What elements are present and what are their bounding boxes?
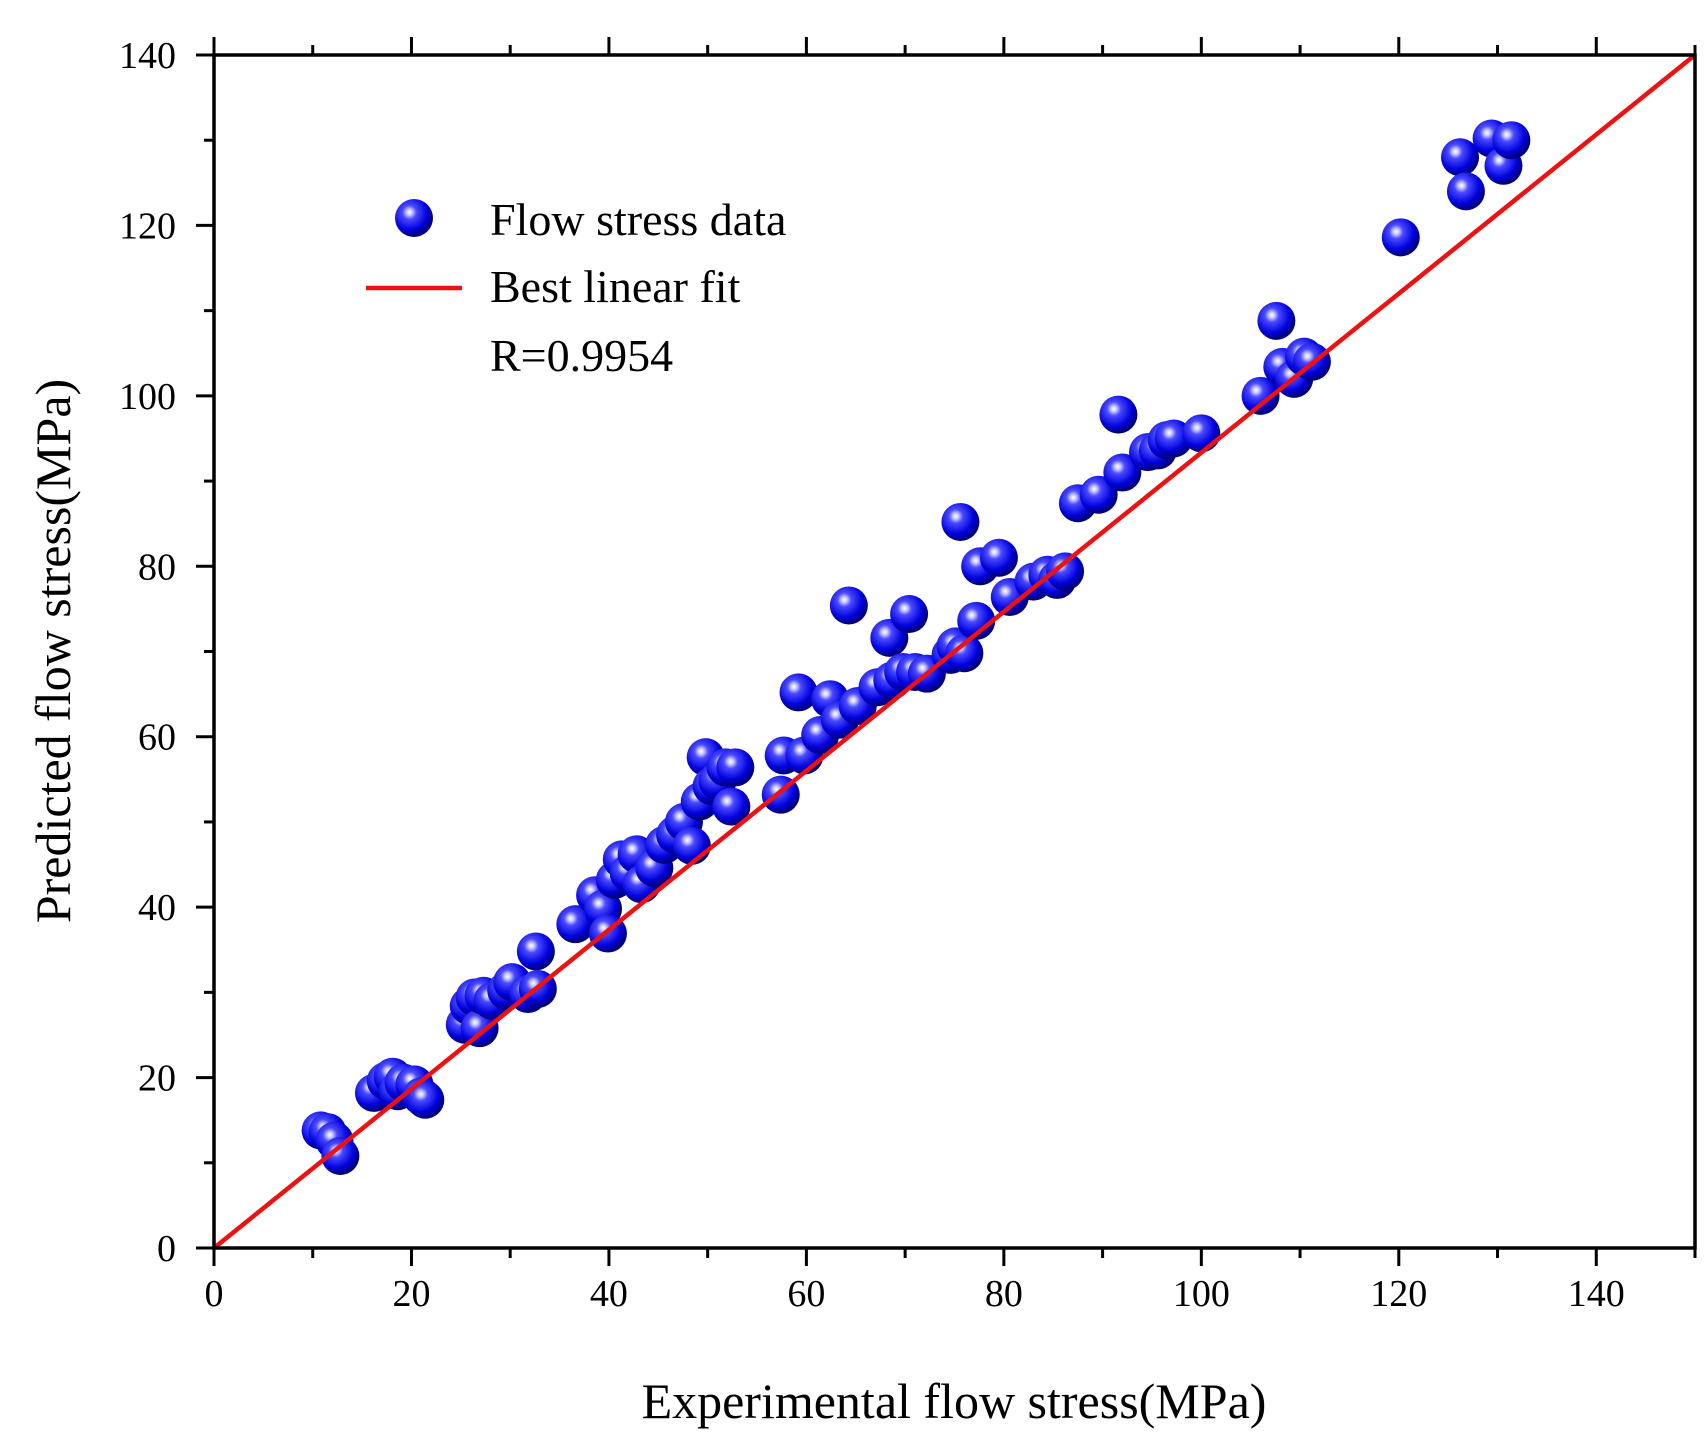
data-point <box>1099 395 1138 434</box>
legend-label-scatter: Flow stress data <box>490 194 786 245</box>
data-point <box>957 601 996 640</box>
x-tick-label: 100 <box>1173 1273 1230 1315</box>
y-tick-label: 20 <box>138 1058 176 1100</box>
data-point <box>1103 453 1142 492</box>
data-point <box>979 538 1018 577</box>
axis-ticks <box>196 37 1697 1266</box>
data-point <box>779 673 818 712</box>
y-tick-label: 100 <box>119 376 176 418</box>
y-tick-label: 120 <box>119 205 176 247</box>
data-point <box>1257 301 1296 340</box>
data-point <box>716 748 755 787</box>
data-point <box>556 905 595 944</box>
data-point <box>890 595 929 634</box>
data-point <box>406 1080 445 1119</box>
legend-label-line: Best linear fit <box>490 261 741 312</box>
legend: Flow stress data Best linear fit R=0.995… <box>366 194 786 381</box>
y-axis-title: Predicted flow stress(MPa) <box>25 379 81 923</box>
x-tick-labels: 0 20 40 60 80 100 120 140 <box>205 1273 1625 1315</box>
data-point <box>516 932 555 971</box>
x-axis-title: Experimental flow stress(MPa) <box>642 1373 1267 1429</box>
x-tick-label: 0 <box>205 1273 224 1315</box>
data-points <box>301 119 1531 1175</box>
data-point <box>941 502 980 541</box>
data-point <box>1446 172 1485 211</box>
y-tick-label: 0 <box>157 1228 176 1270</box>
x-tick-label: 40 <box>590 1273 628 1315</box>
data-point <box>1046 552 1085 591</box>
data-point <box>1079 475 1118 514</box>
r-annotation: R=0.9954 <box>490 330 673 381</box>
fit-line-layer <box>214 55 1695 1248</box>
y-tick-label: 80 <box>138 546 176 588</box>
data-point <box>1492 121 1531 160</box>
y-tick-label: 140 <box>119 35 176 77</box>
data-point <box>672 826 711 865</box>
best-fit-line <box>214 55 1695 1248</box>
x-tick-label: 60 <box>787 1273 825 1315</box>
data-point <box>945 634 984 673</box>
x-tick-label: 80 <box>985 1273 1023 1315</box>
data-point <box>321 1136 360 1175</box>
y-tick-label: 60 <box>138 717 176 759</box>
x-tick-label: 140 <box>1568 1273 1625 1315</box>
legend-marker-scatter <box>395 199 433 237</box>
x-tick-label: 20 <box>392 1273 430 1315</box>
x-tick-label: 120 <box>1370 1273 1427 1315</box>
data-point <box>1182 414 1221 453</box>
data-point <box>829 586 868 625</box>
y-tick-labels: 0 20 40 60 80 100 120 140 <box>119 35 176 1270</box>
data-point <box>1241 376 1280 415</box>
data-point <box>712 787 751 826</box>
y-tick-label: 40 <box>138 887 176 929</box>
data-point <box>1441 138 1480 177</box>
data-point <box>1381 218 1420 257</box>
